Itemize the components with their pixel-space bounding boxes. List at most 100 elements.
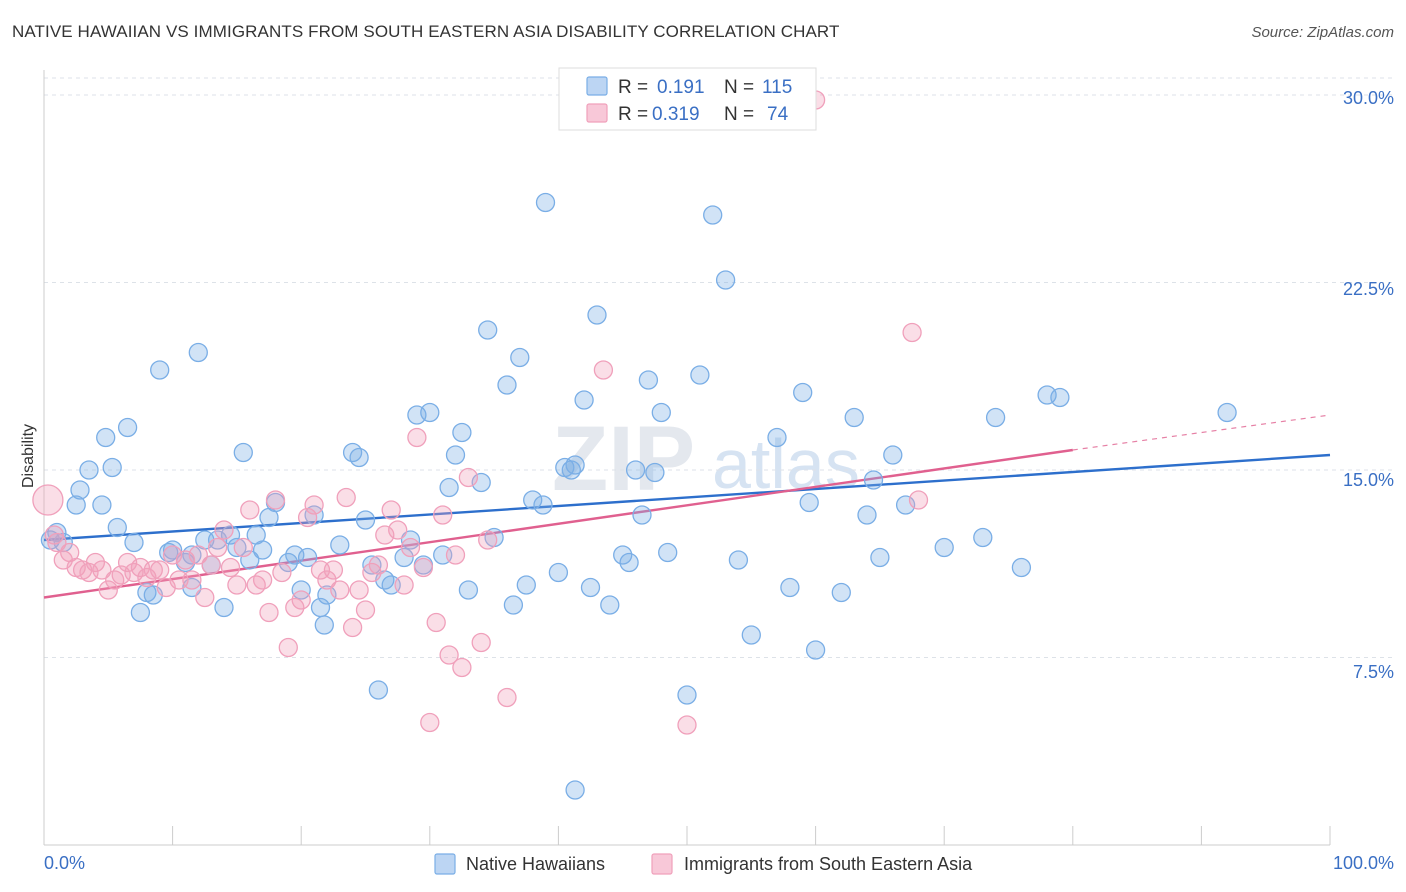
- point-series0-20: [182, 545, 202, 565]
- point-series1-61: [426, 612, 446, 633]
- point-series1-57: [400, 537, 421, 558]
- point-series0-82: [638, 370, 659, 390]
- point-series0-6: [92, 495, 112, 515]
- point-series1-25: [195, 587, 215, 608]
- point-series1-30: [227, 575, 247, 595]
- point-series0-69: [535, 192, 556, 213]
- point-series0-87: [690, 365, 710, 385]
- point-series1-13: [117, 552, 138, 573]
- legend-r-label-2: R =: [618, 104, 648, 125]
- point-series0-74: [574, 390, 594, 410]
- x-tick-label-min: 0.0%: [44, 853, 85, 873]
- point-series0-95: [799, 492, 819, 513]
- legend-n-label-1: N =: [724, 77, 754, 98]
- point-series0-8: [102, 457, 122, 478]
- point-series0-45: [355, 510, 376, 530]
- point-series0-36: [291, 580, 311, 600]
- point-series0-60: [471, 472, 491, 493]
- legend-r-value-2: 0.319: [652, 104, 700, 125]
- point-series0-40: [314, 615, 334, 635]
- point-series0-3: [66, 495, 86, 515]
- axes: [43, 70, 1331, 846]
- point-series0-75: [580, 577, 601, 598]
- point-series0-88: [703, 205, 723, 225]
- watermark-zip: ZIP: [552, 408, 695, 510]
- point-series1-29: [220, 557, 241, 578]
- point-series0-54: [420, 402, 440, 423]
- point-series1-62: [433, 505, 453, 525]
- point-series0-79: [619, 552, 639, 573]
- point-series0-28: [233, 442, 253, 463]
- point-series1-28: [214, 520, 234, 540]
- point-series0-59: [458, 580, 479, 600]
- point-series1-55: [388, 520, 408, 540]
- point-series0-57: [445, 445, 466, 465]
- point-series1-0: [32, 484, 64, 516]
- legend-n-value-1: 115: [762, 77, 792, 98]
- point-series1-52: [368, 555, 389, 575]
- point-series0-11: [124, 532, 144, 553]
- point-series0-56: [439, 477, 459, 498]
- point-series1-44: [317, 570, 337, 590]
- point-series1-47: [336, 487, 356, 508]
- legend-n-label-2: N =: [724, 104, 754, 125]
- point-series1-24: [188, 545, 208, 565]
- point-series1-72: [902, 322, 922, 343]
- bottom-legend-swatch-immigrants-se-asia: [651, 853, 673, 875]
- point-series0-92: [767, 427, 787, 448]
- point-series0-15: [150, 360, 170, 380]
- point-series1-67: [471, 632, 491, 653]
- point-series0-64: [503, 595, 524, 615]
- point-series0-50: [394, 547, 414, 568]
- point-series0-37: [297, 547, 318, 568]
- point-series1-42: [304, 495, 324, 515]
- point-series0-44: [349, 447, 369, 468]
- point-series0-43: [342, 442, 363, 463]
- point-series1-73: [908, 490, 929, 510]
- point-series1-37: [272, 562, 292, 583]
- point-series0-27: [227, 537, 247, 558]
- point-series1-63: [439, 645, 459, 665]
- point-series0-34: [278, 552, 298, 573]
- point-series1-18: [150, 560, 170, 580]
- point-series0-89: [715, 270, 736, 290]
- point-series0-31: [252, 540, 273, 560]
- point-series1-49: [349, 580, 369, 600]
- point-series0-61: [478, 320, 498, 340]
- point-series1-22: [175, 550, 196, 570]
- point-series0-102: [883, 445, 903, 465]
- point-series1-1: [44, 525, 64, 545]
- point-series1-23: [182, 570, 202, 590]
- point-series0-47: [368, 680, 389, 700]
- point-series1-59: [413, 557, 434, 578]
- point-series0-96: [805, 640, 826, 660]
- point-series1-39: [285, 597, 305, 618]
- point-series0-42: [330, 535, 350, 555]
- point-series0-66: [516, 575, 536, 595]
- point-series1-26: [201, 555, 221, 575]
- point-series1-38: [278, 637, 298, 658]
- point-series0-84: [651, 402, 671, 423]
- point-series1-27: [207, 537, 228, 558]
- point-series0-58: [452, 422, 472, 443]
- point-series0-94: [793, 382, 813, 403]
- point-series0-5: [79, 460, 99, 480]
- point-series1-54: [381, 500, 401, 520]
- point-series0-51: [400, 530, 421, 550]
- bottom-legend-swatch-native-hawaiians: [434, 853, 456, 875]
- series-legend: Native Hawaiians Immigrants from South E…: [434, 853, 973, 875]
- bottom-legend-label-native-hawaiians: Native Hawaiians: [466, 854, 605, 874]
- stats-legend: R = 0.191 N = 115 R = 0.319 N = 74: [558, 67, 817, 131]
- point-series0-85: [658, 542, 678, 563]
- point-series0-67: [523, 490, 543, 510]
- point-series1-2: [47, 532, 67, 553]
- chart-title: NATIVE HAWAIIAN VS IMMIGRANTS FROM SOUTH…: [12, 22, 840, 41]
- point-series0-100: [863, 470, 884, 490]
- point-series0-46: [362, 555, 382, 575]
- point-series1-34: [252, 570, 273, 590]
- data-points: [32, 90, 1237, 800]
- point-series0-99: [857, 505, 877, 525]
- x-tick-label-max: 100.0%: [1333, 853, 1394, 873]
- point-series0-91: [741, 625, 761, 645]
- y-tick-label-15: 15.0%: [1343, 470, 1394, 490]
